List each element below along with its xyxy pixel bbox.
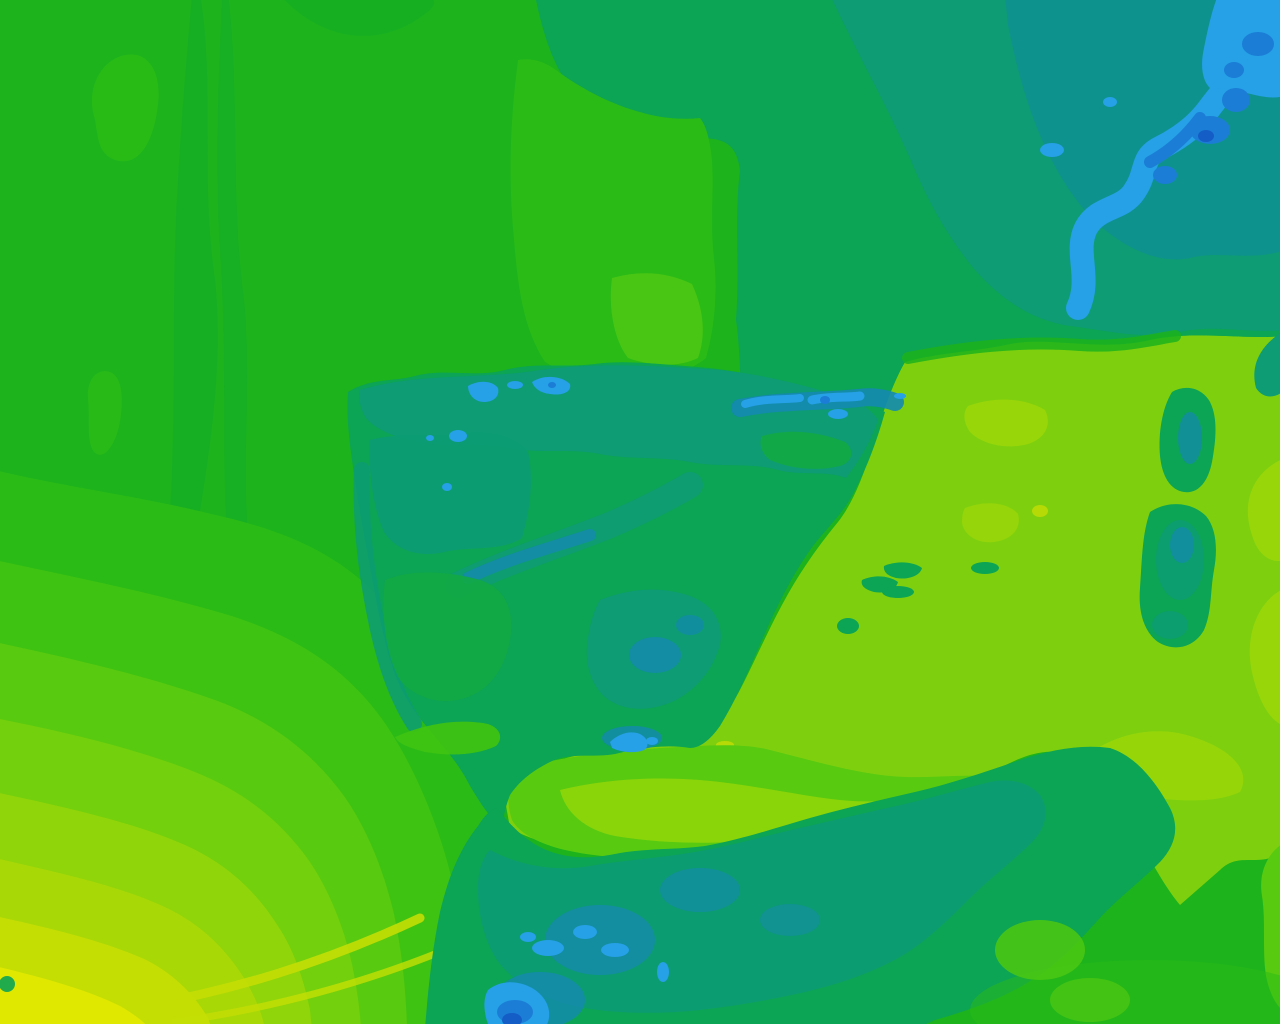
mountain-cantabrian-speck xyxy=(468,381,499,402)
cool-water-streak xyxy=(165,0,218,625)
mountain-pyrenees-snow xyxy=(807,391,865,405)
africa-mild-patch xyxy=(1050,978,1130,1022)
mountain-snow-speck xyxy=(1040,143,1064,157)
island-menorca xyxy=(971,562,999,574)
med-warm-patch xyxy=(962,503,1019,543)
mountain-cantabrian-speck xyxy=(426,435,434,441)
med-warm-patch xyxy=(1249,590,1280,724)
alps-cold-core xyxy=(1242,32,1274,56)
atlas-snow-speck xyxy=(573,925,597,939)
iberia-mild-interior xyxy=(383,572,512,702)
mountain-rif xyxy=(545,905,655,975)
sst-band-8 xyxy=(0,967,146,1024)
mountain-snow-speck xyxy=(1103,97,1117,107)
alps-cold-pool xyxy=(1202,0,1280,98)
iberia-west-coast-cool-fringe xyxy=(353,462,422,732)
iberia-nw-cool xyxy=(369,432,531,554)
atlas-snow-speck xyxy=(520,932,536,942)
africa-mild-patch xyxy=(995,920,1085,980)
aquitaine-warm-core xyxy=(610,273,703,365)
sierra-nevada-snow xyxy=(646,737,658,745)
cool-spot xyxy=(0,976,15,992)
sardinia-cool-interior xyxy=(1152,611,1188,639)
mountain-atlas-ridge xyxy=(760,904,820,936)
mountain-pyrenees-snow xyxy=(894,393,906,399)
alps-cold-core xyxy=(1222,88,1250,112)
island-ibiza xyxy=(837,618,859,634)
alps-cold-core xyxy=(1153,166,1177,184)
warm-water-patch xyxy=(87,371,122,455)
med-warm-patch xyxy=(1247,460,1280,561)
atlas-coldest-spot xyxy=(502,1013,522,1024)
alps-coldest-spot xyxy=(1198,130,1214,142)
ebro-valley-mild xyxy=(760,431,852,469)
warm-streak xyxy=(145,913,425,1010)
cool-tongue-right-edge xyxy=(1254,333,1280,397)
atlas-snow-speck xyxy=(657,962,669,982)
island-mallorca xyxy=(883,562,922,579)
sistema-central-cold-core xyxy=(462,529,596,584)
mountain-pyrenees-cold-core xyxy=(820,396,830,404)
cool-water-streak xyxy=(217,0,251,614)
mountain-pyrenees-snow xyxy=(741,394,804,408)
mountain-pyrenees-snow xyxy=(828,409,848,419)
cool-water-streak xyxy=(284,0,435,36)
island-mallorca xyxy=(882,586,914,598)
sierra-nevada-snow xyxy=(610,732,648,753)
guadalquivir-warm-notch xyxy=(395,721,501,755)
med-hot-spot xyxy=(1032,505,1048,517)
corsica-cool-core xyxy=(1178,412,1202,464)
right-edge-mild-band xyxy=(1261,845,1280,1008)
iberia-se-cold-core xyxy=(676,615,704,635)
mountain-alps-ridge xyxy=(1066,58,1254,320)
mountain-cantabrian-cold-core xyxy=(548,382,556,388)
iberia-se-cold-core xyxy=(629,637,681,673)
atlas-snow-speck xyxy=(601,943,629,957)
sardinia-cold-core xyxy=(1170,527,1194,563)
warm-water-patch xyxy=(91,54,159,162)
galicia-mountain-speck xyxy=(442,483,452,491)
alps-cold-core xyxy=(1224,62,1244,78)
atlas-snow-speck xyxy=(532,940,564,956)
mountain-atlas-ridge xyxy=(660,868,740,912)
mountain-cantabrian-speck xyxy=(507,381,523,389)
frontal-boundary-strip xyxy=(902,330,1181,364)
warm-streak xyxy=(171,948,444,1024)
med-warm-patch xyxy=(964,399,1048,447)
mountain-cantabrian-speck xyxy=(449,430,467,442)
